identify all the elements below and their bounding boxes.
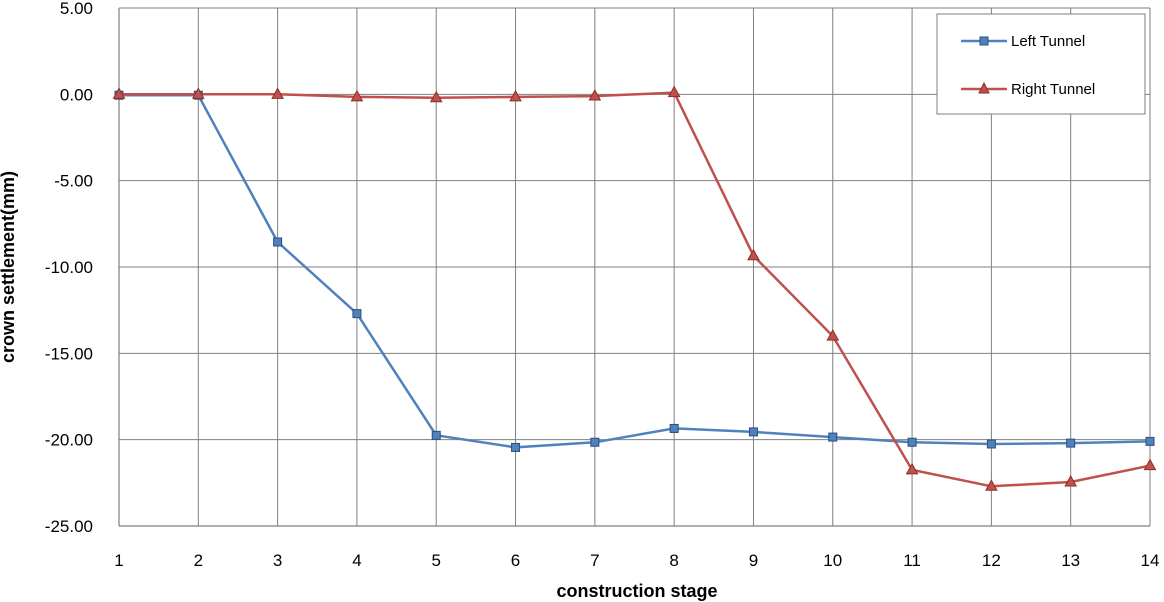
series-line-right-tunnel [119, 91, 1151, 488]
legend: Left Tunnel Right Tunnel [936, 13, 1146, 115]
data-point-left-tunnel [1066, 438, 1076, 448]
y-tick-label: -15.00 [45, 344, 93, 363]
data-point-right-tunnel [509, 89, 522, 102]
data-point-left-tunnel [748, 427, 758, 437]
data-point-right-tunnel [271, 87, 284, 99]
data-point-left-tunnel [907, 437, 917, 447]
y-tick-label: -10.00 [45, 258, 93, 277]
y-tick-label: -5.00 [54, 172, 93, 191]
data-point-left-tunnel [590, 437, 600, 447]
y-tick-label: -20.00 [45, 431, 93, 450]
series-line-left-tunnel [119, 93, 1151, 449]
data-point-right-tunnel [588, 89, 602, 101]
legend-label-left-tunnel: Left Tunnel [1011, 33, 1085, 50]
data-point-right-tunnel [1064, 474, 1078, 487]
legend-label-right-tunnel: Right Tunnel [1011, 81, 1095, 98]
series-right-tunnel [112, 85, 1157, 491]
data-point-right-tunnel [112, 87, 126, 99]
legend-item-right-tunnel: Right Tunnel [961, 81, 1095, 98]
data-point-left-tunnel [1145, 436, 1155, 446]
data-point-left-tunnel [986, 439, 996, 449]
x-tick-label: 10 [823, 551, 842, 570]
data-point-right-tunnel [826, 329, 840, 341]
data-point-right-tunnel [191, 87, 205, 99]
x-tick-label: 4 [352, 551, 361, 570]
x-tick-label: 3 [273, 551, 282, 570]
data-point-right-tunnel [1143, 458, 1157, 471]
x-tick-label: 5 [431, 551, 440, 570]
y-tick-labels: 5.00 0.00 -5.00 -10.00 -15.00 -20.00 -25.00 [45, 0, 93, 536]
data-point-left-tunnel [352, 309, 362, 319]
x-tick-labels: 1 2 3 4 5 6 7 8 9 10 11 12 13 14 [114, 551, 1159, 570]
data-point-left-tunnel [431, 430, 441, 440]
data-point-left-tunnel [669, 423, 679, 433]
y-tick-label: 0.00 [60, 85, 93, 104]
x-tick-label: 14 [1141, 551, 1160, 570]
x-tick-label: 6 [511, 551, 520, 570]
data-point-left-tunnel [273, 237, 283, 247]
data-point-right-tunnel [985, 479, 998, 491]
legend-item-left-tunnel: Left Tunnel [961, 33, 1085, 50]
data-point-right-tunnel [429, 90, 443, 103]
data-point-right-tunnel [667, 85, 681, 98]
y-tick-label: -25.00 [45, 517, 93, 536]
data-point-left-tunnel [511, 442, 521, 452]
x-tick-label: 7 [590, 551, 599, 570]
x-tick-label: 12 [982, 551, 1001, 570]
data-point-right-tunnel [905, 462, 919, 475]
y-tick-label: 5.00 [60, 0, 93, 18]
legend-box [936, 13, 1146, 115]
x-tick-label: 2 [194, 551, 203, 570]
legend-right-tunnel-marker [978, 81, 990, 94]
series-layer [112, 85, 1157, 491]
x-tick-label: 11 [903, 551, 921, 570]
x-tick-label: 8 [669, 551, 678, 570]
series-left-tunnel [114, 90, 1155, 452]
x-tick-label: 9 [749, 551, 758, 570]
x-tick-label: 13 [1061, 551, 1080, 570]
data-point-right-tunnel [747, 248, 760, 261]
data-point-left-tunnel [828, 432, 838, 442]
x-tick-label: 1 [114, 551, 123, 570]
legend-left-tunnel-marker [979, 36, 989, 46]
y-axis-title: crown settlement(mm) [0, 171, 18, 363]
data-point-right-tunnel [350, 89, 364, 102]
x-axis-title: construction stage [556, 581, 717, 601]
